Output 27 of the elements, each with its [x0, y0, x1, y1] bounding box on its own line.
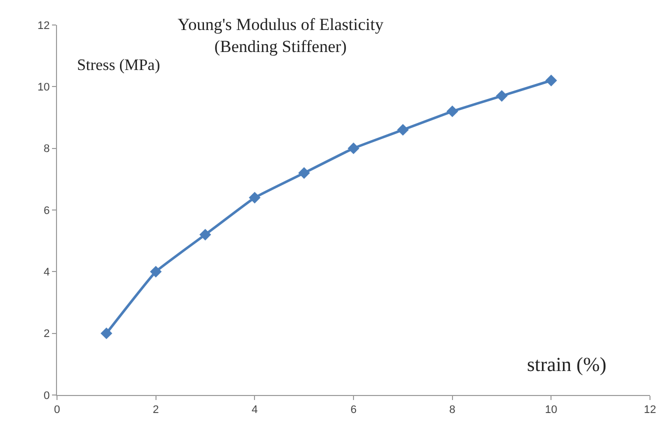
point [298, 167, 310, 179]
point [446, 105, 458, 118]
x-tick-label: 10 [545, 404, 558, 416]
y-tick-label: 8 [44, 143, 50, 156]
x-tick-label: 8 [449, 404, 456, 416]
x-tick-label: 2 [152, 404, 159, 416]
point [100, 327, 112, 340]
x-tick-label: 6 [350, 404, 357, 416]
y-tick-label: 2 [44, 328, 50, 340]
point [348, 142, 360, 154]
point [397, 124, 409, 136]
point [199, 228, 212, 241]
x-tick-label: 0 [54, 404, 60, 416]
x-tick-label: 12 [644, 404, 656, 416]
y-tick-label: 6 [44, 204, 50, 217]
point [150, 266, 162, 278]
y-tick-label: 4 [44, 266, 50, 279]
point [496, 90, 508, 102]
x-axis-title: strain (%) [527, 354, 606, 376]
point [248, 192, 261, 204]
y-tick-label: 12 [38, 20, 50, 32]
y-axis-title: Stress (MPa) [77, 57, 160, 74]
point [545, 74, 558, 86]
x-tick-label: 4 [252, 404, 258, 416]
chart-title: Young's Modulus of Elasticity (Bending Stiffener) [178, 14, 384, 56]
y-tick-label: 0 [44, 390, 50, 402]
y-tick-label: 10 [38, 82, 50, 94]
